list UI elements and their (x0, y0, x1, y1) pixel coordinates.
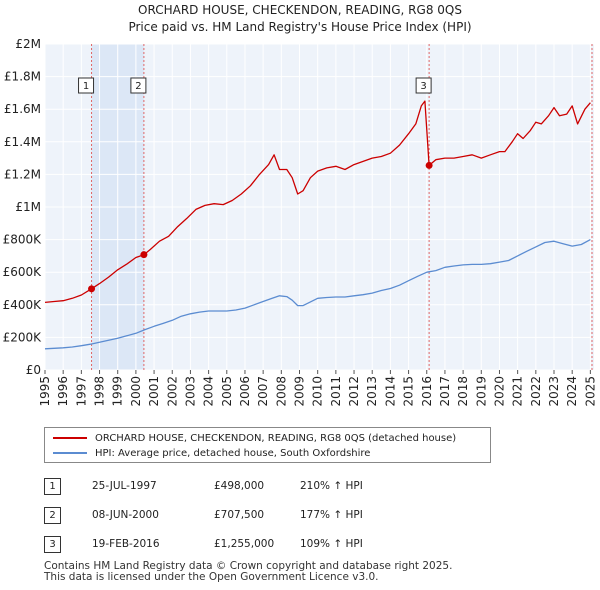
sale-hpi-change: 109% ↑ HPI (300, 538, 363, 550)
series-layer (44, 100, 591, 350)
y-tick-label: £1M (15, 200, 41, 214)
x-tick-label: 2002 (165, 376, 179, 407)
sale-row: 3 19-FEB-2016 £1,255,000 109% ↑ HPI (44, 536, 464, 554)
x-tick-label: 2005 (220, 376, 234, 407)
grid-lines (44, 43, 594, 371)
legend-swatch-hpi (53, 452, 87, 454)
x-tick-label: 2021 (511, 376, 525, 407)
x-tick-label: 2018 (456, 376, 470, 407)
chart-title: ORCHARD HOUSE, CHECKENDON, READING, RG8 … (138, 3, 462, 17)
x-tick-label: 2025 (583, 376, 597, 407)
sale-marker-number: 3 (420, 81, 426, 92)
y-axis-ticks: £0 £200K £400K £600K £800K £1M £1.2M £1.4M £1.6M… (3, 37, 43, 377)
sale-hpi-change: 177% ↑ HPI (300, 509, 363, 521)
y-tick-label: £200K (3, 330, 43, 344)
x-axis-ticks: 1995 1996 1997 1998 1999 2000 2001 2002 2003 2004… (38, 370, 597, 407)
sale-hpi-change: 210% ↑ HPI (300, 480, 363, 492)
x-tick-label: 2014 (383, 376, 397, 407)
sale-marker-number: 1 (83, 81, 89, 92)
x-tick-label: 2024 (565, 376, 579, 407)
x-tick-label: 1998 (93, 376, 107, 407)
x-tick-label: 1997 (74, 376, 88, 407)
footer-licence: This data is licensed under the Open Gov… (44, 571, 379, 583)
x-tick-label: 2003 (183, 376, 197, 407)
sale-number-badge: 2 (44, 507, 61, 524)
sale-date: 25-JUL-1997 (92, 480, 157, 492)
chart-subtitle: Price paid vs. HM Land Registry's House … (128, 20, 472, 34)
x-tick-label: 1995 (38, 376, 52, 407)
x-tick-label: 2012 (347, 376, 361, 407)
x-tick-label: 2008 (274, 376, 288, 407)
x-tick-label: 2001 (147, 376, 161, 407)
y-tick-label: £600K (3, 265, 43, 279)
sale-point (140, 251, 148, 259)
x-tick-label: 2022 (529, 376, 543, 407)
x-tick-label: 2015 (402, 376, 416, 407)
x-tick-label: 1999 (111, 376, 125, 407)
legend-item-property: ORCHARD HOUSE, CHECKENDON, READING, RG8 … (53, 431, 456, 445)
legend-label-hpi: HPI: Average price, detached house, Sout… (95, 447, 371, 459)
y-tick-label: £0 (26, 363, 41, 377)
sale-price: £1,255,000 (214, 538, 275, 550)
sale-marker-box (415, 77, 432, 94)
y-tick-label: £1.4M (4, 135, 41, 149)
series-property-line (44, 100, 591, 304)
x-tick-label: 2017 (438, 376, 452, 407)
x-tick-label: 1996 (56, 376, 70, 407)
sale-point (88, 285, 96, 293)
x-tick-label: 2013 (365, 376, 379, 407)
x-tick-label: 2004 (202, 376, 216, 407)
x-tick-label: 2019 (474, 376, 488, 407)
x-tick-label: 2006 (238, 376, 252, 407)
chart-title-block: ORCHARD HOUSE, CHECKENDON, READING, RG8 … (0, 2, 600, 36)
sale-marker-box (130, 77, 147, 94)
y-tick-label: £800K (3, 233, 43, 247)
legend-label-property: ORCHARD HOUSE, CHECKENDON, READING, RG8 … (95, 432, 457, 444)
sale-date: 19-FEB-2016 (92, 538, 160, 550)
x-tick-label: 2023 (547, 376, 561, 407)
y-tick-label: £400K (3, 298, 43, 312)
x-tick-label: 2007 (256, 376, 270, 407)
sale-row: 1 25-JUL-1997 £498,000 210% ↑ HPI (44, 478, 464, 496)
sale-price: £707,500 (214, 509, 265, 521)
y-tick-label: £2M (15, 37, 41, 51)
sale-points (88, 161, 433, 293)
x-tick-label: 2016 (420, 376, 434, 407)
sale-price: £498,000 (214, 480, 265, 492)
series-hpi-line (44, 239, 591, 350)
sale-row: 2 08-JUN-2000 £707,500 177% ↑ HPI (44, 507, 464, 525)
sale-point (425, 161, 433, 169)
sale-marker-labels: 1 2 3 (78, 77, 432, 94)
legend-item-hpi: HPI: Average price, detached house, Sout… (53, 446, 370, 460)
x-tick-label: 2000 (129, 376, 143, 407)
sale-date: 08-JUN-2000 (92, 509, 159, 521)
footer-copyright: Contains HM Land Registry data © Crown c… (44, 560, 453, 572)
y-tick-label: £1.6M (4, 102, 41, 116)
sale-number-badge: 3 (44, 536, 61, 553)
x-tick-label: 2010 (311, 376, 325, 407)
x-tick-label: 2020 (492, 376, 506, 407)
legend-swatch-property (53, 437, 87, 439)
y-tick-label: £1.2M (4, 167, 41, 181)
sale-number-badge: 1 (44, 478, 61, 495)
sale-marker-box (78, 77, 95, 94)
y-tick-label: £1.8M (4, 70, 41, 84)
sale-marker-number: 2 (135, 81, 141, 92)
footer: Contains HM Land Registry data © Crown c… (44, 561, 452, 583)
x-tick-label: 2011 (329, 376, 343, 407)
legend: ORCHARD HOUSE, CHECKENDON, READING, RG8 … (44, 427, 491, 463)
x-tick-label: 2009 (293, 376, 307, 407)
